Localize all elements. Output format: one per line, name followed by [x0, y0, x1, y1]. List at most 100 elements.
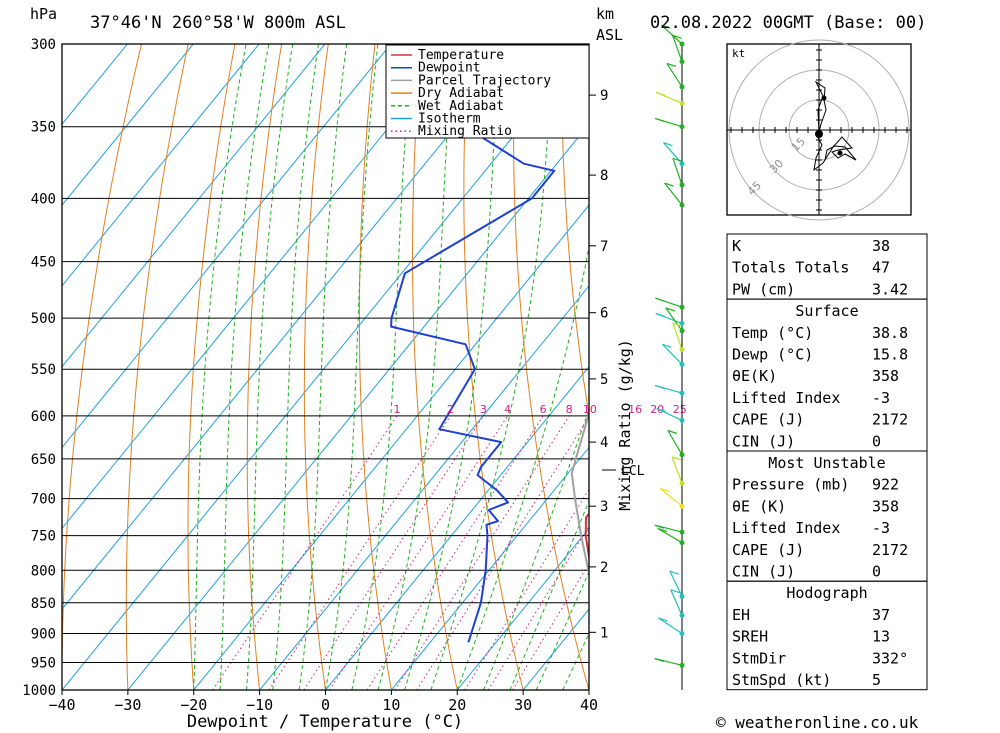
km-unit-label: km [596, 5, 614, 23]
pressure-tick-label: 600 [31, 409, 56, 425]
wind-barb-flag [660, 487, 670, 493]
legend-entry: Temperature [418, 48, 504, 63]
surface-label: CIN (J) [732, 432, 795, 450]
hodograph-stats-value: 5 [872, 671, 881, 689]
location-title: 37°46'N 260°58'W 800m ASL [90, 13, 346, 33]
wind-barb-flag [664, 182, 674, 187]
wind-level-dot [679, 84, 685, 90]
hodograph-unit: kt [732, 47, 745, 60]
index-value: 47 [872, 259, 890, 277]
hodograph-stats-title: Hodograph [786, 584, 867, 602]
wind-barb-flag [672, 157, 683, 162]
km-tick-label: 5 [600, 372, 608, 388]
legend-entry: Wet Adiabat [418, 99, 504, 114]
wind-barb-flag [656, 407, 666, 413]
legend-entry: Isotherm [418, 112, 481, 127]
hodograph-point [821, 95, 827, 101]
wind-barb-flag [671, 456, 682, 461]
index-value: 3.42 [872, 280, 908, 298]
km-tick-label: 3 [600, 499, 608, 515]
isotherm-line [390, 446, 589, 690]
most-unstable-label: Pressure (mb) [732, 476, 849, 494]
wind-barb-flag [669, 570, 680, 575]
hodograph-stats-label: StmDir [732, 649, 786, 667]
wind-barb [660, 24, 683, 45]
wind-barb-flag [665, 307, 675, 312]
surface-value: 38.8 [872, 324, 908, 342]
hodograph-stats-box [726, 580, 928, 691]
wind-barb-flag [658, 617, 668, 622]
hodograph-stats-value: 13 [872, 628, 890, 646]
hodograph-origin-dot [815, 130, 823, 138]
dry-adiabat-line [964, 0, 1000, 716]
legend-entry: Parcel Trajectory [418, 73, 551, 88]
temp-tick-label: 20 [448, 696, 466, 714]
wind-level-dot [679, 41, 685, 47]
mixing-ratio-line [394, 415, 570, 690]
wind-barb [672, 158, 683, 185]
wind-barb [671, 456, 683, 484]
km-tick-label: 2 [600, 560, 608, 576]
temp-tick-label: −40 [48, 696, 75, 714]
wind-barb-flag [654, 524, 665, 529]
isotherm-line [0, 0, 10, 716]
temp-tick-label: 40 [580, 696, 598, 714]
surface-value: 0 [872, 432, 881, 450]
index-label: Totals Totals [732, 259, 849, 277]
wind-level-dot [679, 540, 685, 546]
wet-adiabat-line [246, 44, 294, 690]
surface-label: Temp (°C) [732, 324, 813, 342]
wind-level-dot [679, 529, 685, 535]
wind-barb [667, 430, 683, 456]
pressure-tick-label: 900 [31, 627, 56, 643]
isotherm-line [193, 204, 589, 690]
pressure-tick-label: 450 [31, 255, 56, 271]
wind-level-dot [679, 390, 685, 396]
pressure-tick-label: 350 [31, 120, 56, 136]
temp-tick-label: 0 [321, 696, 330, 714]
temp-tick-label: 10 [382, 696, 400, 714]
mixing-ratio-label: 8 [566, 403, 573, 416]
wind-level-dot [679, 202, 685, 208]
pressure-tick-label: 700 [31, 492, 56, 508]
km-tick-label: 8 [600, 168, 608, 184]
surface-label: θE(K) [732, 367, 777, 385]
mixing-ratio-line [416, 416, 589, 690]
mixing-ratio-label: 3 [480, 403, 487, 416]
surface-value: 358 [872, 367, 899, 385]
wind-level-dot [679, 612, 685, 618]
most-unstable-value: 358 [872, 497, 899, 515]
isotherm-line [62, 44, 260, 287]
dry-adiabat-line [62, 44, 143, 690]
mixing-ratio-label: 25 [673, 403, 687, 416]
wind-level-dot [679, 124, 685, 130]
index-label: PW (cm) [732, 280, 795, 298]
parcel-trajectory-line [570, 410, 589, 577]
pressure-tick-label: 950 [31, 656, 56, 672]
legend-entry: Mixing Ratio [418, 124, 512, 139]
wet-adiabat-line [509, 499, 589, 690]
wind-barb [664, 182, 683, 206]
mixing-ratio-line [329, 415, 509, 690]
wind-barb-flag [667, 429, 678, 435]
wind-barb-flag [655, 297, 665, 302]
km-tick-label: 7 [600, 239, 608, 255]
wind-level-dot [679, 417, 685, 423]
temp-tick-label: −20 [180, 696, 207, 714]
most-unstable-value: 922 [872, 476, 899, 494]
wind-barb-flag [654, 384, 665, 389]
storm-motion-dot [837, 150, 843, 156]
wind-barb [660, 488, 683, 507]
wind-level-dot [679, 662, 685, 668]
wet-adiabat-line [535, 570, 589, 690]
pressure-tick-label: 550 [31, 362, 56, 378]
pressure-tick-label: 800 [31, 563, 56, 579]
wet-adiabat-line [430, 44, 554, 690]
wind-level-dot [679, 100, 685, 106]
wind-barb [671, 35, 683, 62]
surface-title: Surface [795, 302, 858, 320]
wind-barb-flag [655, 117, 665, 122]
credit-text[interactable]: © weatheronline.co.uk [716, 713, 919, 732]
